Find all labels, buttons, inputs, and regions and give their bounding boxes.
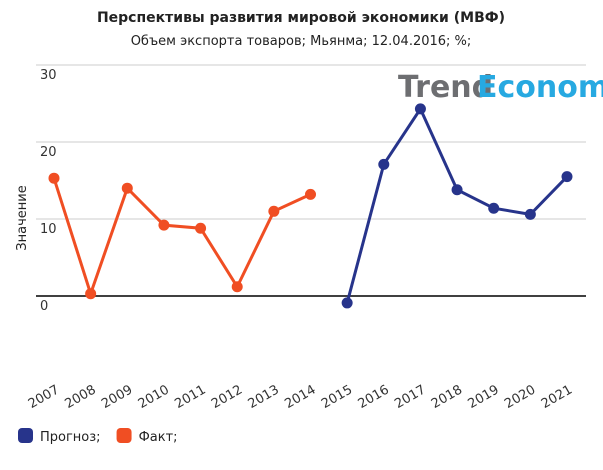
data-point (195, 222, 207, 234)
legend-label: Прогноз; (40, 430, 101, 445)
x-tick-label: 2016 (356, 382, 392, 412)
x-tick-label: 2013 (246, 382, 282, 412)
y-axis-label: Значение (15, 185, 30, 250)
y-tick-label: 0 (40, 299, 48, 314)
watermark: Economy (477, 70, 603, 105)
watermark: Trend (398, 70, 493, 105)
y-tick-label: 20 (40, 145, 57, 160)
x-tick-label: 2007 (26, 382, 62, 412)
data-point (451, 184, 463, 196)
x-tick-label: 2008 (62, 382, 98, 412)
x-tick-label: 2011 (172, 382, 208, 412)
data-point (85, 288, 97, 300)
x-tick-label: 2014 (282, 382, 318, 412)
data-point (414, 103, 426, 115)
data-point (561, 171, 573, 183)
x-tick-label: 2015 (319, 382, 355, 412)
data-point (305, 188, 316, 200)
x-tick-label: 2017 (392, 382, 428, 412)
legend-swatch (116, 428, 132, 443)
data-point (341, 297, 353, 309)
x-tick-label: 2010 (136, 382, 172, 412)
data-point (524, 208, 536, 220)
x-tick-label: 2021 (539, 382, 575, 412)
data-point (488, 202, 500, 214)
series-line (345, 105, 569, 304)
chart-subtitle: Объем экспорта товаров; Мьянма; 12.04.20… (131, 34, 472, 49)
series-line (52, 177, 312, 299)
data-point (158, 219, 170, 231)
data-point (378, 158, 390, 170)
x-tick-label: 2020 (502, 382, 538, 412)
x-tick-label: 2012 (209, 382, 245, 412)
chart-title: Перспективы развития мировой экономики (… (97, 10, 505, 26)
data-point (121, 182, 133, 194)
y-tick-label: 10 (40, 222, 57, 237)
x-tick-label: 2009 (99, 382, 135, 412)
x-tick-label: 2018 (429, 382, 465, 412)
data-point (268, 205, 280, 217)
data-point (231, 281, 243, 293)
y-tick-label: 30 (40, 68, 57, 83)
data-point (48, 172, 60, 184)
x-tick-label: 2019 (466, 382, 502, 412)
legend-label: Факт; (139, 430, 178, 445)
legend-swatch (18, 428, 33, 443)
